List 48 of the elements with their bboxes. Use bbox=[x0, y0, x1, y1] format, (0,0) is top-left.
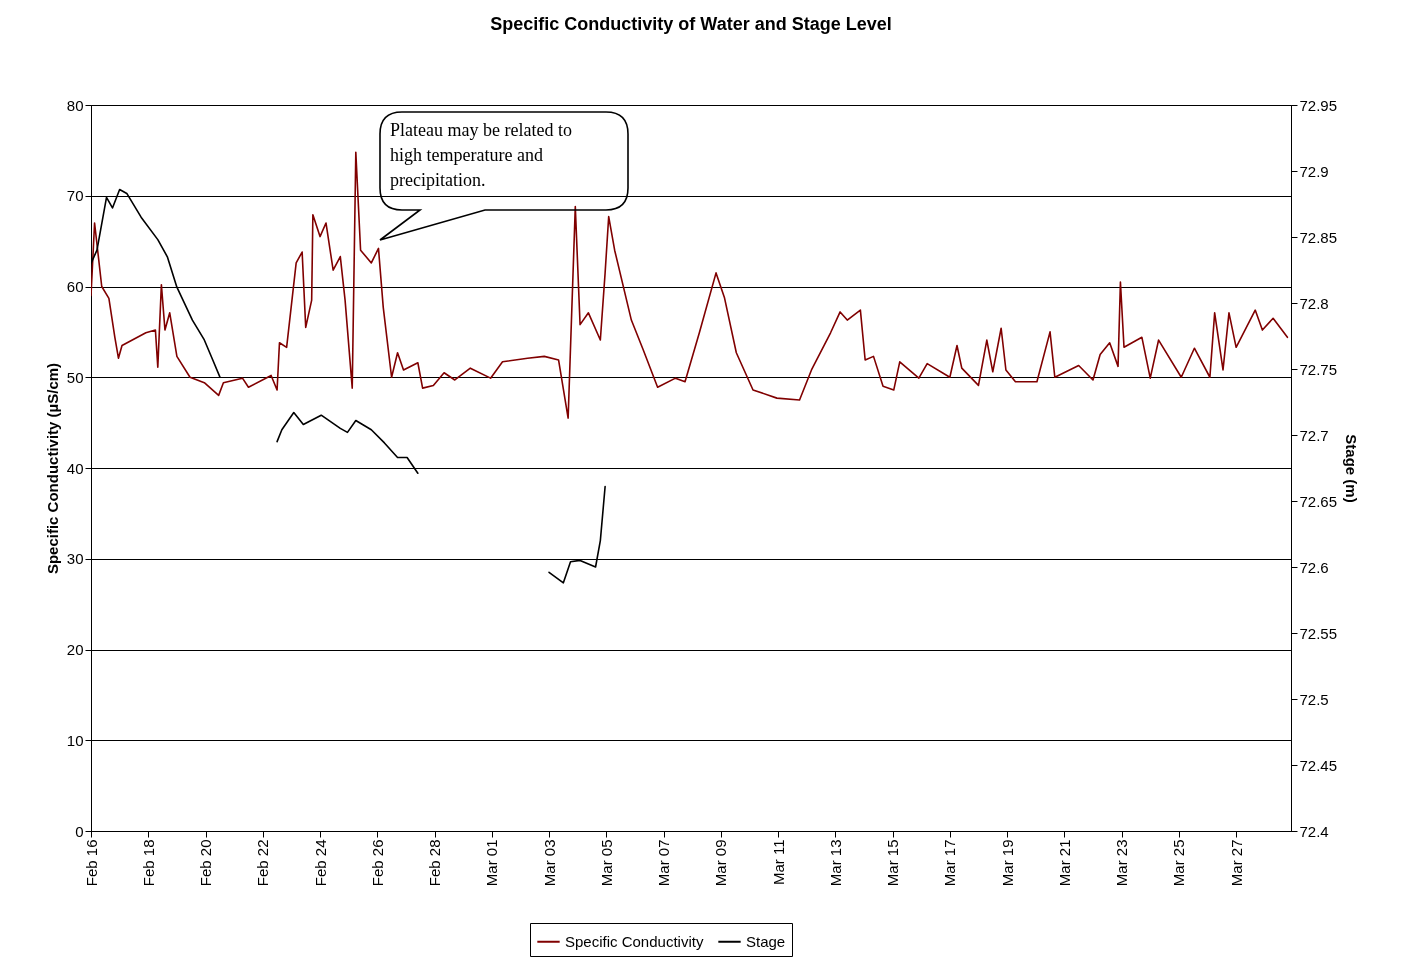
chart-title: Specific Conductivity of Water and Stage Level bbox=[490, 14, 892, 34]
x-tick-label: Feb 16 bbox=[82, 839, 100, 887]
y-tick-label: 30 bbox=[66, 550, 84, 568]
x-tick-label: Mar 05 bbox=[597, 839, 615, 887]
x-tick-label: Mar 23 bbox=[1113, 839, 1131, 887]
x-tick-label: Mar 01 bbox=[483, 839, 501, 887]
y-tick-label: 0 bbox=[75, 822, 84, 840]
y2-tick-label: 72.8 bbox=[1299, 294, 1329, 312]
x-tick-label: Feb 24 bbox=[311, 839, 329, 887]
x-tick-label: Mar 03 bbox=[540, 839, 558, 887]
x-tick-label: Mar 19 bbox=[998, 839, 1016, 887]
x-tick-label: Mar 07 bbox=[655, 839, 673, 887]
y-tick-label: 20 bbox=[66, 641, 84, 658]
y2-tick-label: 72.45 bbox=[1299, 756, 1338, 774]
y-tick-label: 40 bbox=[66, 459, 84, 477]
x-tick-label: Feb 20 bbox=[197, 839, 215, 887]
x-tick-label: Mar 09 bbox=[712, 839, 730, 887]
y2-tick-label: 72.75 bbox=[1299, 360, 1338, 378]
y2-tick-label: 72.85 bbox=[1299, 228, 1338, 246]
y2-tick-label: 72.65 bbox=[1299, 492, 1338, 510]
x-tick-label: Feb 26 bbox=[368, 839, 386, 887]
x-tick-label: Feb 18 bbox=[139, 839, 157, 887]
y2-axis-title: Stage (m) bbox=[1343, 434, 1361, 503]
x-tick-label: Mar 15 bbox=[884, 839, 902, 887]
y2-tick-label: 72.5 bbox=[1299, 690, 1329, 708]
annotation: Plateau may be related to high temperature and precipitation. bbox=[390, 120, 572, 190]
x-tick-label: Mar 27 bbox=[1227, 839, 1245, 887]
y2-tick-label: 72.9 bbox=[1299, 162, 1329, 180]
x-tick-label: Mar 13 bbox=[826, 839, 844, 887]
y-tick-label: 70 bbox=[66, 187, 84, 205]
x-tick-label: Mar 17 bbox=[941, 839, 959, 887]
x-tick-label: Feb 28 bbox=[426, 839, 444, 887]
y2-tick-label: 72.6 bbox=[1299, 558, 1329, 576]
y2-tick-label: 72.55 bbox=[1299, 624, 1338, 642]
y2-tick-label: 72.4 bbox=[1299, 822, 1329, 840]
legend-label: Stage bbox=[746, 932, 786, 950]
x-tick-label: Mar 21 bbox=[1055, 839, 1073, 887]
x-tick-label: Mar 25 bbox=[1170, 839, 1188, 887]
legend-label: Specific Conductivity bbox=[565, 932, 704, 950]
x-tick-label: Feb 22 bbox=[254, 839, 272, 887]
y-tick-label: 60 bbox=[66, 278, 84, 295]
x-tick-label: Mar 11 bbox=[769, 839, 787, 886]
y-axis-title: Specific Conductivity (µS/cm) bbox=[43, 362, 61, 575]
y2-tick-label: 72.95 bbox=[1299, 96, 1338, 114]
y-tick-label: 80 bbox=[66, 96, 84, 114]
y-tick-label: 50 bbox=[66, 368, 84, 386]
y2-tick-label: 72.7 bbox=[1299, 426, 1329, 444]
y-tick-label: 10 bbox=[66, 731, 84, 749]
